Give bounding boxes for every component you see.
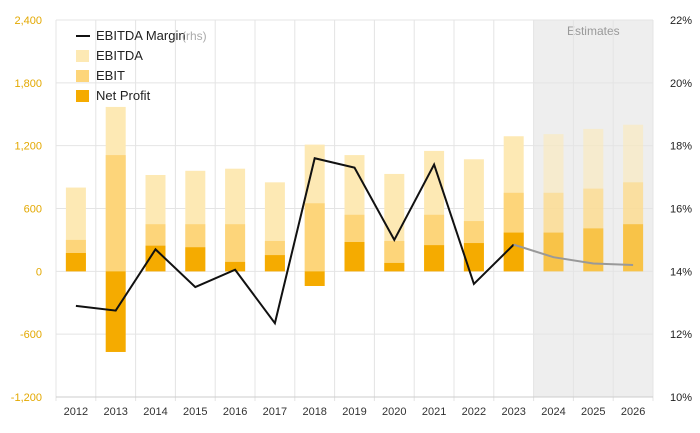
- net-profit-bar: [543, 232, 564, 272]
- legend-swatch-ebitda: [76, 50, 89, 62]
- x-tick-label: 2016: [223, 406, 247, 418]
- legend-label-ebit: EBIT: [96, 68, 125, 83]
- ebit-bar: [304, 203, 325, 272]
- x-tick-label: 2017: [263, 406, 287, 418]
- y-tick-label-right: 10%: [670, 392, 692, 404]
- net-profit-bar: [105, 271, 126, 352]
- x-tick-label: 2015: [183, 406, 207, 418]
- net-profit-bar: [145, 245, 166, 272]
- y-tick-label-right: 14%: [670, 266, 692, 278]
- y-tick-label-left: -1,200: [11, 392, 42, 404]
- legend-swatch-net-profit: [76, 90, 89, 102]
- legend-swatch-ebit: [76, 70, 89, 82]
- net-profit-bar: [424, 245, 445, 272]
- net-profit-bar: [344, 242, 365, 272]
- x-tick-label: 2021: [422, 406, 446, 418]
- y-tick-label-right: 12%: [670, 329, 692, 341]
- net-profit-bar: [185, 247, 206, 272]
- x-tick-label: 2019: [342, 406, 366, 418]
- net-profit-bar: [583, 228, 604, 272]
- y-tick-label-left: -600: [20, 329, 42, 341]
- net-profit-bar: [304, 271, 325, 286]
- x-tick-label: 2022: [462, 406, 486, 418]
- legend-label-ebitda-margin: EBITDA Margin: [96, 28, 186, 43]
- y-tick-label-right: 18%: [670, 141, 692, 153]
- ebitda-margin-line: [75, 157, 515, 326]
- gridlines: [55, 19, 654, 401]
- net-profit-bar: [384, 262, 405, 272]
- x-tick-label: 2023: [501, 406, 525, 418]
- y-tick-label-right: 16%: [670, 204, 692, 216]
- net-profit-bar: [225, 261, 246, 272]
- legend-label-ebitda: EBITDA: [96, 48, 143, 63]
- margin-line-group: [75, 157, 634, 326]
- ebit-bar: [105, 155, 126, 272]
- legend-label-net-profit: Net Profit: [96, 88, 151, 103]
- x-tick-label: 2025: [581, 406, 605, 418]
- y-tick-label-left: 2,400: [14, 15, 42, 27]
- x-tick-label: 2018: [302, 406, 326, 418]
- y-tick-label-right: 22%: [670, 15, 692, 27]
- bars-group: [65, 106, 644, 352]
- x-tick-label: 2026: [621, 406, 645, 418]
- net-profit-bar: [463, 243, 484, 272]
- ebit-bar: [225, 224, 246, 272]
- legend: EBITDA Margin (rhs) EBITDA EBIT Net Prof…: [76, 28, 207, 103]
- net-profit-bar: [503, 232, 524, 272]
- y-tick-label-left: 1,200: [14, 141, 42, 153]
- x-tick-label: 2013: [103, 406, 127, 418]
- net-profit-bar: [65, 253, 86, 272]
- x-tick-label: 2024: [541, 406, 565, 418]
- y-tick-label-right: 20%: [670, 78, 692, 90]
- y-tick-label-left: 0: [36, 266, 42, 278]
- x-tick-label: 2020: [382, 406, 406, 418]
- y-tick-label-left: 600: [24, 204, 42, 216]
- y-tick-label-left: 1,800: [14, 78, 42, 90]
- x-tick-label: 2012: [64, 406, 88, 418]
- x-tick-label: 2014: [143, 406, 167, 418]
- net-profit-bar: [623, 224, 644, 272]
- ebitda-margin-line-estimate: [513, 243, 634, 267]
- estimates-label: Estimates: [567, 24, 620, 38]
- axes-group: 2,400 22% 1,800 20% 1,200 18% 600 16% 0 14% -600 12…: [11, 15, 692, 418]
- legend-label-rhs: (rhs): [182, 29, 207, 43]
- net-profit-bar: [264, 255, 285, 272]
